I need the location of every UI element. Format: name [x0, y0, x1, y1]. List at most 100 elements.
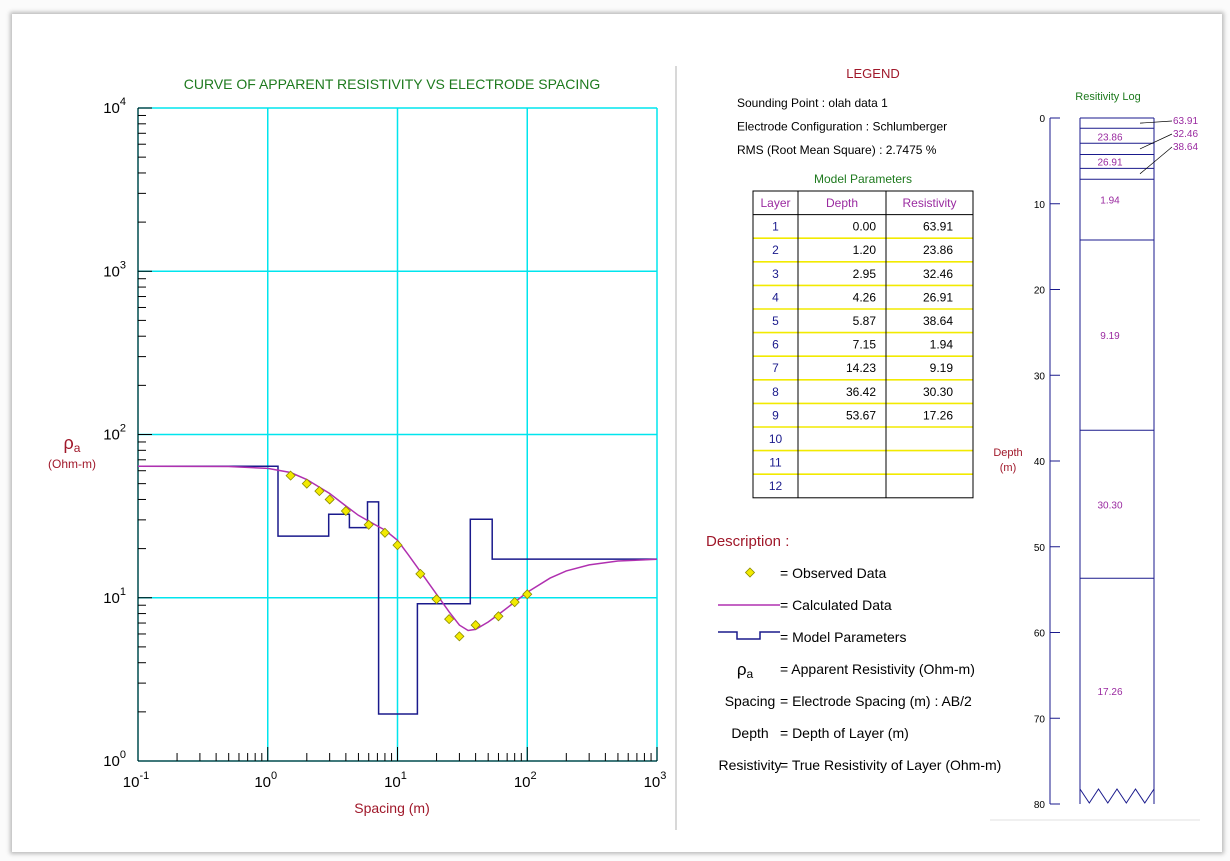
legend-lines: Sounding Point : olah data 1 Electrode Co… [737, 96, 947, 157]
chart-axes [137, 107, 658, 762]
depth-tick-label: 30 [1034, 371, 1046, 382]
observed-diamond-icon [744, 567, 756, 578]
table-cell-layer: 10 [769, 432, 783, 446]
observed-data-point [301, 478, 312, 489]
x-tick-base: 10 [254, 774, 271, 791]
legend-line-value: 2.7475 % [886, 143, 937, 157]
observed-data-point [415, 568, 426, 579]
x-tick-exponent: 0 [271, 770, 277, 782]
y-tick-label: 104 [103, 96, 126, 117]
y-tick-label: 102 [103, 423, 126, 444]
description-text: = Model Parameters [780, 629, 906, 645]
log-callout-label: 38.64 [1173, 142, 1198, 153]
y-tick-exponent: 1 [120, 586, 126, 598]
x-tick-base: 10 [514, 774, 531, 791]
model-parameters-series [138, 465, 657, 715]
table-header-layer: Layer [760, 196, 790, 210]
report-panel [12, 14, 1222, 852]
table-cell-depth: 4.26 [853, 290, 877, 304]
log-layer-label: 30.30 [1097, 500, 1122, 511]
observed-data-point [444, 614, 455, 625]
model-table-rows: Layer Depth Resistivity 1 0.00 63.91 2 1.20 23.8… [752, 190, 974, 499]
depth-axis-label: Depth [993, 447, 1022, 459]
y-tick-exponent: 3 [120, 259, 126, 271]
x-tick-base: 10 [644, 774, 661, 791]
table-cell-layer: 8 [772, 385, 779, 399]
table-cell-layer: 2 [772, 243, 779, 257]
legend-line-separator: : [862, 120, 872, 134]
observed-data-point [324, 494, 335, 505]
depth-tick-label: 70 [1034, 714, 1046, 725]
legend-title: LEGEND [846, 66, 899, 81]
observed-data-point [314, 486, 325, 497]
description-key: Resistivity [718, 757, 781, 773]
description-key: Spacing [725, 693, 776, 709]
x-tick-base: 10 [384, 774, 401, 791]
legend-line: RMS (Root Mean Square) : 2.7475 % [737, 143, 937, 157]
table-cell-resistivity: 32.46 [923, 267, 953, 281]
log-callout-line [1139, 133, 1173, 150]
observed-data-point [470, 620, 481, 631]
observed-data-point [454, 631, 465, 642]
model-step-icon [718, 631, 780, 640]
x-axis-label: Spacing (m) [354, 800, 429, 816]
table-cell-depth: 0.00 [853, 220, 877, 234]
observed-data-point [363, 519, 374, 530]
depth-tick-label: 60 [1034, 629, 1046, 640]
table-cell-depth: 14.23 [846, 361, 876, 375]
y-tick-exponent: 4 [120, 96, 126, 108]
y-tick-base: 10 [103, 590, 120, 607]
table-cell-depth: 2.95 [853, 267, 877, 281]
y-tick-label: 100 [103, 749, 126, 770]
table-cell-resistivity: 1.94 [930, 338, 954, 352]
log-callout-line [1139, 120, 1173, 124]
table-cell-depth: 5.87 [853, 314, 877, 328]
y-tick-exponent: 0 [120, 749, 126, 761]
description-block: Description : = Observed Data = Calculate… [706, 533, 1001, 773]
observed-data-point [379, 527, 390, 538]
table-cell-resistivity: 9.19 [930, 361, 954, 375]
x-tick-exponent: 1 [401, 770, 407, 782]
log-callout-label: 63.91 [1173, 116, 1198, 127]
x-tick-labels: 10-1 100 101 102 103 [123, 770, 667, 791]
table-cell-resistivity: 26.91 [923, 290, 953, 304]
x-tick-label: 103 [644, 770, 667, 791]
log-layer-label: 1.94 [1100, 195, 1120, 206]
table-cell-layer: 3 [772, 267, 779, 281]
table-cell-layer: 6 [772, 338, 779, 352]
observed-data-point [285, 470, 296, 481]
legend-line-value: Schlumberger [872, 120, 947, 134]
log-callout-line [1139, 146, 1173, 175]
y-tick-label: 101 [103, 586, 126, 607]
table-cell-depth: 53.67 [846, 408, 876, 422]
description-text: = Observed Data [780, 565, 886, 581]
table-cell-layer: 7 [772, 361, 779, 375]
table-border [752, 190, 974, 499]
x-tick-label: 100 [254, 770, 277, 791]
table-cell-depth: 7.15 [853, 338, 877, 352]
calculated-data-series [137, 465, 658, 632]
y-axis-symbol: ρ [64, 433, 74, 453]
y-tick-exponent: 2 [120, 423, 126, 435]
table-cell-resistivity: 63.91 [923, 220, 953, 234]
y-axis-unit: (Ohm-m) [48, 457, 96, 471]
table-cell-resistivity: 23.86 [923, 243, 953, 257]
x-tick-label: 101 [384, 770, 407, 791]
depth-tick-label: 0 [1039, 114, 1045, 125]
model-parameters-line [138, 465, 657, 715]
description-text: = Apparent Resistivity (Ohm-m) [780, 661, 975, 677]
x-tick-exponent: 3 [660, 770, 666, 782]
model-table-title: Model Parameters [814, 172, 912, 186]
legend-line-label: RMS (Root Mean Square) [737, 143, 876, 157]
legend-line-label: Sounding Point [737, 96, 819, 110]
log-callout-label: 32.46 [1173, 129, 1198, 140]
depth-tick-label: 20 [1034, 286, 1046, 297]
table-header-depth: Depth [826, 196, 858, 210]
observed-data-series [285, 470, 533, 642]
table-cell-layer: 9 [772, 408, 779, 422]
table-cell-layer: 12 [769, 479, 783, 493]
y-tick-base: 10 [103, 100, 120, 117]
